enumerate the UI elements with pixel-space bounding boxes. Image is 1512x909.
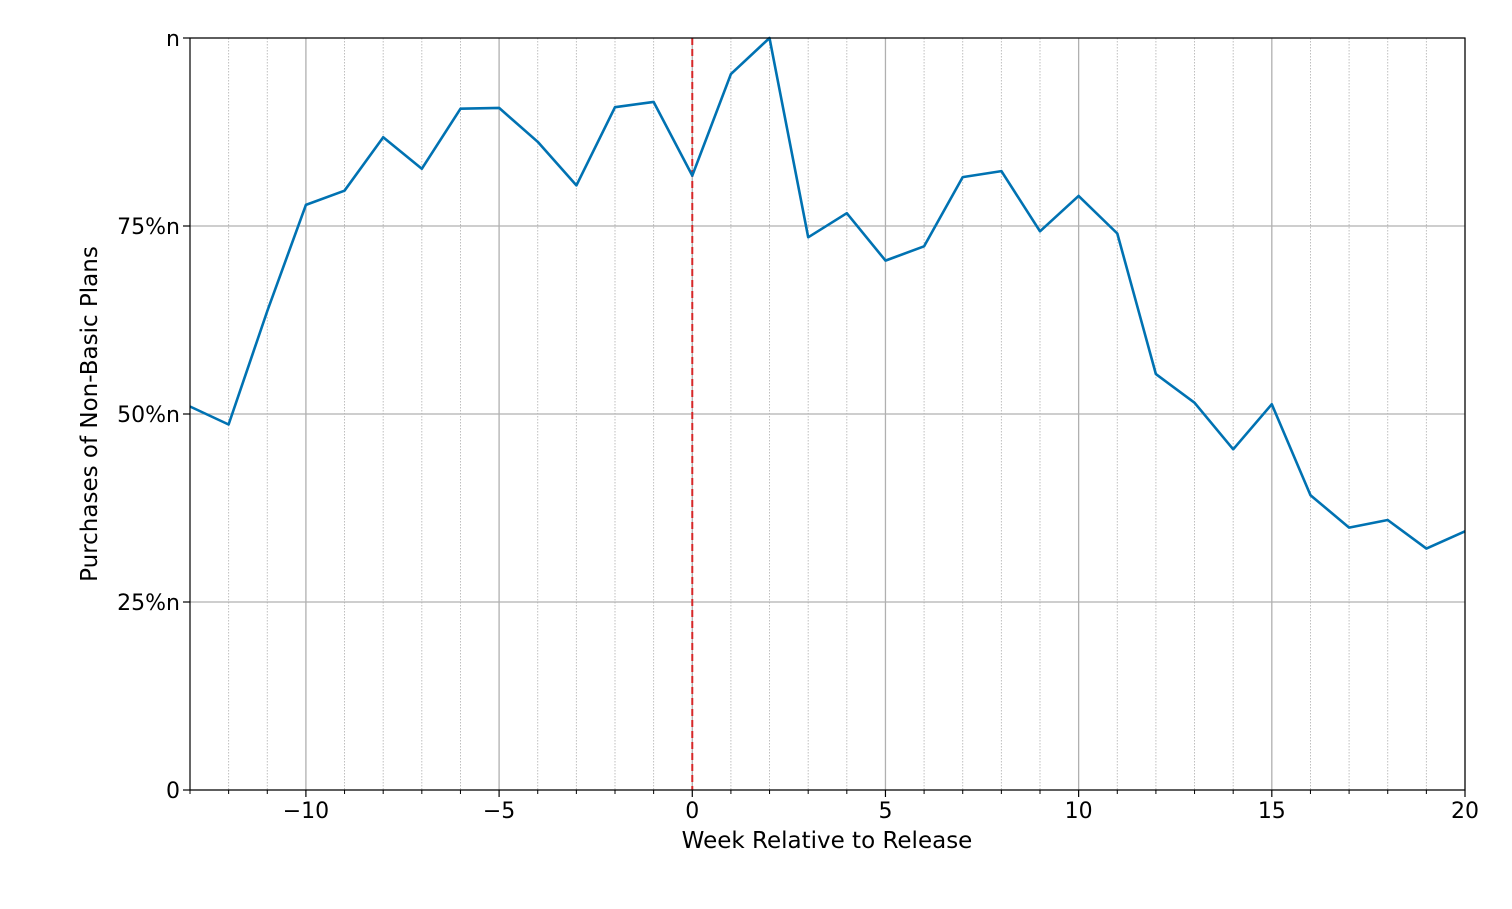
y-tick-label: n [166,27,180,52]
y-tick-label: 0 [166,779,180,804]
x-axis: −10 −5 0 5 10 15 20 [189,790,1479,824]
series-group [189,36,1466,550]
y-axis: 0 25%n 50%n 75%n n [117,27,190,804]
x-tick-label: −5 [483,799,515,824]
y-tick-label: 50%n [117,403,180,428]
x-tick-label: 0 [685,799,699,824]
y-tick-label: 25%n [117,591,180,616]
x-tick-label: 5 [878,799,892,824]
y-axis-label: Purchases of Non-Basic Plans [77,246,103,582]
series-line [189,36,1466,550]
x-tick-label: −10 [283,799,329,824]
x-tick-label: 15 [1258,799,1286,824]
x-tick-label: 20 [1451,799,1479,824]
x-axis-label: Week Relative to Release [682,828,973,854]
x-tick-label: 10 [1065,799,1093,824]
y-tick-label: 75%n [117,215,180,240]
